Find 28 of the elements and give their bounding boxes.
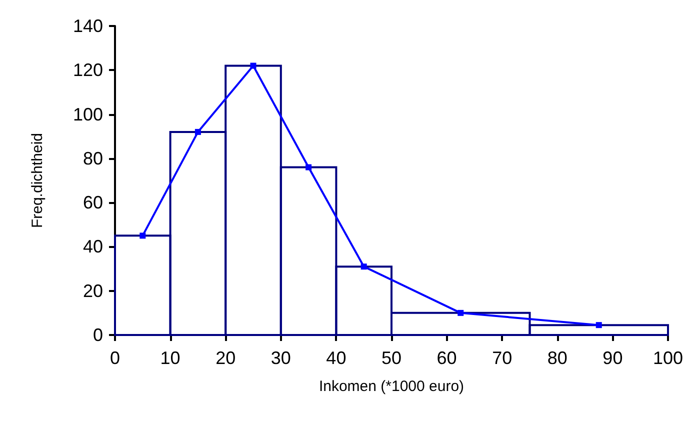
y-tick-label: 80 <box>82 148 103 168</box>
x-axis-title: Inkomen (*1000 euro) <box>318 378 464 395</box>
y-tick-label: 120 <box>72 60 103 80</box>
point <box>596 322 602 328</box>
point <box>360 264 367 270</box>
point <box>140 232 146 239</box>
x-tick-label: 0 <box>110 348 120 368</box>
y-tick-label: 20 <box>82 280 103 301</box>
point <box>250 62 256 69</box>
point <box>194 128 201 135</box>
x-tick-label: 50 <box>381 348 402 368</box>
y-axis-title: Freq.dichtheid <box>29 132 46 228</box>
y-tick-label: 100 <box>72 104 103 124</box>
y-tick-label: 60 <box>82 192 103 213</box>
y-tick-label: 40 <box>82 236 103 257</box>
x-tick-label: 20 <box>216 348 236 368</box>
x-tick-label: 70 <box>492 348 512 368</box>
point <box>306 164 312 170</box>
x-tick-label: 100 <box>652 348 684 368</box>
x-tick-label: 60 <box>436 348 457 368</box>
x-tick-label: 30 <box>270 348 291 368</box>
x-tick-label: 40 <box>326 348 346 368</box>
y-tick-label: 140 <box>72 16 103 36</box>
y-tick-label: 0 <box>92 325 103 345</box>
point <box>458 310 464 316</box>
x-tick-label: 10 <box>160 348 180 368</box>
x-tick-label: 80 <box>547 348 568 368</box>
x-tick-label: 90 <box>602 348 623 368</box>
